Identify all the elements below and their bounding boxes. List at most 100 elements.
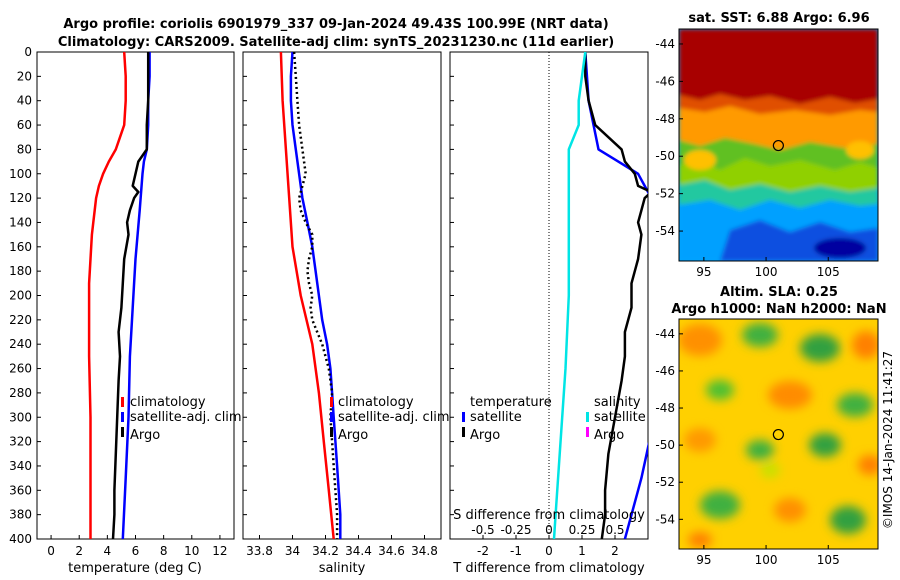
y-tick-label: 100 bbox=[9, 167, 32, 181]
map-y-tick-label: -54 bbox=[655, 512, 675, 526]
difference-series bbox=[552, 52, 648, 539]
series-line-argo bbox=[111, 52, 150, 540]
y-tick-label: 260 bbox=[9, 362, 32, 376]
legend-label-argo: Argo bbox=[338, 428, 368, 443]
x-tick-label: 2 bbox=[75, 544, 83, 558]
sla-map-frame bbox=[678, 318, 879, 550]
difference-ticks: -2 -1 0 1 2 -0.5 -0.25 0 0.25 0.5 bbox=[450, 51, 625, 558]
legend-label-s-argo: Argo bbox=[594, 428, 624, 443]
x-tick-label: 0 bbox=[47, 544, 55, 558]
difference-xlabel-t: T difference from climatology bbox=[452, 561, 645, 576]
s-tick-label: -0.25 bbox=[500, 523, 531, 537]
x-tick-label: 10 bbox=[184, 544, 199, 558]
salinity-ticks: 33.8 34 34.2 34.4 34.6 34.8 bbox=[243, 51, 438, 558]
watermark: ©IMOS 14-Jan-2024 11:41:27 bbox=[881, 351, 895, 529]
s-tick-label: 0 bbox=[545, 523, 553, 537]
y-tick-label: 0 bbox=[24, 45, 32, 59]
map-y-tick-label: -50 bbox=[655, 438, 675, 452]
x-tick-label: -2 bbox=[477, 544, 489, 558]
x-tick-label: 1 bbox=[578, 544, 586, 558]
legend-swatch-satellite-adj bbox=[121, 412, 124, 422]
map-y-tick-label: -46 bbox=[655, 364, 675, 378]
map-y-tick-label: -54 bbox=[655, 224, 675, 238]
sla-map-title: Altim. SLA: 0.25 bbox=[720, 285, 838, 300]
y-tick-label: 400 bbox=[9, 532, 32, 546]
salinity-axes bbox=[242, 51, 442, 540]
y-tick-label: 240 bbox=[9, 337, 32, 351]
series-line-argo bbox=[292, 51, 339, 539]
legend-swatch-s-argo bbox=[586, 427, 589, 437]
y-tick-label: 320 bbox=[9, 435, 32, 449]
temperature-panel: 0 2 4 6 8 10 120204060801001201401601802002202… bbox=[9, 45, 242, 576]
sst-map-ticks: 95 100 105 -44 -46 -48 -50 -52 -54 bbox=[655, 37, 839, 279]
map-x-tick-label: 95 bbox=[696, 553, 711, 567]
legend-swatch-argo bbox=[330, 427, 333, 437]
x-tick-label: -1 bbox=[510, 544, 522, 558]
sla-map-panel: Altim. SLA: 0.25 Argo h1000: NaN h2000: … bbox=[655, 285, 886, 567]
y-tick-label: 220 bbox=[9, 313, 32, 327]
temperature-xlabel: temperature (deg C) bbox=[68, 561, 202, 576]
y-tick-label: 380 bbox=[9, 508, 32, 522]
temperature-ticks: 0 2 4 6 8 10 120204060801001201401601802002202… bbox=[9, 45, 227, 558]
temperature-series bbox=[87, 51, 151, 540]
legend-title-temperature: temperature bbox=[470, 395, 552, 410]
y-tick-label: 80 bbox=[17, 142, 32, 156]
x-tick-label: 2 bbox=[611, 544, 619, 558]
map-y-tick-label: -48 bbox=[655, 112, 675, 126]
sla-map-subtitle: Argo h1000: NaN h2000: NaN bbox=[671, 302, 886, 317]
legend-label-s-satellite: satellite bbox=[594, 410, 646, 425]
figure-title-line2: Climatology: CARS2009. Satellite-adj cli… bbox=[58, 35, 614, 50]
series-line-satellite-adj-clim bbox=[289, 51, 342, 539]
y-tick-label: 340 bbox=[9, 459, 32, 473]
sst-map-image bbox=[679, 29, 878, 261]
series-line-climatology bbox=[87, 51, 127, 539]
map-y-tick-label: -44 bbox=[655, 327, 675, 341]
salinity-legend: climatology satellite-adj. clim Argo bbox=[330, 395, 450, 443]
salinity-series bbox=[279, 51, 342, 540]
legend-swatch-climatology bbox=[121, 397, 124, 407]
temperature-axes bbox=[36, 51, 235, 540]
map-y-tick-label: -44 bbox=[655, 37, 675, 51]
y-tick-label: 140 bbox=[9, 215, 32, 229]
y-tick-label: 360 bbox=[9, 483, 32, 497]
x-tick-label: 34 bbox=[285, 544, 300, 558]
legend-label-satellite-adj: satellite-adj. clim bbox=[338, 410, 450, 425]
map-y-tick-label: -48 bbox=[655, 401, 675, 415]
salinity-panel: 33.8 34 34.2 34.4 34.6 34.8 salinity climatol… bbox=[242, 51, 450, 576]
map-x-tick-label: 105 bbox=[817, 553, 840, 567]
difference-panel: -2 -1 0 1 2 -0.5 -0.25 0 0.25 0.5 T difference fr… bbox=[449, 51, 649, 576]
difference-xlabel-s: S difference from climatology bbox=[453, 508, 645, 523]
series-line-temperature-argo bbox=[584, 52, 648, 539]
x-tick-label: 34.4 bbox=[345, 544, 372, 558]
series-line-temperature-satellite bbox=[584, 52, 648, 539]
map-y-tick-label: -52 bbox=[655, 187, 675, 201]
sst-map-argo-marker bbox=[772, 139, 784, 152]
legend-swatch-t-satellite bbox=[462, 412, 465, 422]
sla-map-ticks: 95 100 105 -44 -46 -48 -50 -52 -54 bbox=[655, 327, 839, 567]
sla-map-argo-marker bbox=[772, 428, 784, 441]
legend-title-salinity: salinity bbox=[594, 395, 641, 410]
legend-label-argo: Argo bbox=[130, 428, 160, 443]
legend-label-t-satellite: satellite bbox=[470, 410, 522, 425]
x-tick-label: 4 bbox=[104, 544, 112, 558]
salinity-xlabel: salinity bbox=[319, 561, 366, 576]
legend-swatch-climatology bbox=[330, 397, 333, 407]
x-tick-label: 0 bbox=[545, 544, 553, 558]
x-tick-label: 8 bbox=[160, 544, 168, 558]
difference-lines bbox=[552, 52, 648, 539]
legend-label-t-argo: Argo bbox=[470, 428, 500, 443]
sla-map-image bbox=[679, 319, 878, 549]
map-y-tick-label: -52 bbox=[655, 475, 675, 489]
series-line-climatology bbox=[279, 51, 335, 540]
sst-map-panel: sat. SST: 6.88 Argo: 6.96 95 100 105 -44 -46… bbox=[655, 11, 879, 279]
sst-map-title: sat. SST: 6.88 Argo: 6.96 bbox=[688, 11, 869, 26]
x-tick-label: 34.6 bbox=[378, 544, 405, 558]
map-x-tick-label: 100 bbox=[755, 265, 778, 279]
map-y-tick-label: -46 bbox=[655, 74, 675, 88]
series-line-salinity-satellite bbox=[552, 52, 587, 539]
temperature-legend: climatology satellite-adj. clim Argo bbox=[121, 395, 242, 443]
y-tick-label: 60 bbox=[17, 118, 32, 132]
y-tick-label: 160 bbox=[9, 240, 32, 254]
legend-label-climatology: climatology bbox=[130, 395, 206, 410]
